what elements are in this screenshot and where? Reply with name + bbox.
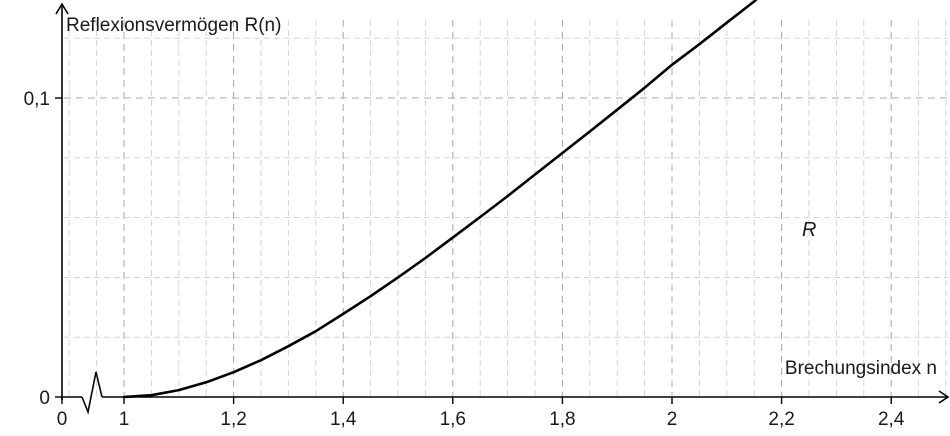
y-axis-arrowhead (55, 2, 69, 15)
x-axis-arrowhead (938, 390, 950, 404)
x-tick-label: 2 (667, 409, 678, 430)
series-line-R (122, 0, 758, 399)
x-tick-label: 1,6 (440, 409, 466, 430)
axes (55, 2, 950, 415)
x-tick-label: 1,4 (330, 409, 357, 430)
x-tick-label-origin: 0 (57, 409, 68, 430)
tick-labels: 011,21,41,61,822,22,400,10,20,3 (24, 89, 905, 430)
ticks (55, 97, 892, 404)
y-axis-label: Reflexionsvermögen R(n) (66, 15, 281, 36)
x-axis-label: Brechungsindex n (785, 358, 937, 379)
x-tick-label: 1,8 (549, 409, 575, 430)
x-tick-label: 1 (119, 409, 130, 430)
y-tick-label: 0,1 (24, 89, 50, 110)
y-tick-label: 0 (39, 388, 50, 409)
x-tick-label: 2,4 (878, 409, 905, 430)
x-axis-label-text: Brechungsindex n (785, 358, 937, 379)
y-axis-label-text: Reflexionsvermögen R(n) (66, 15, 281, 36)
series-label-R: R (802, 219, 816, 241)
x-tick-label: 2,2 (768, 409, 794, 430)
grid (64, 20, 948, 397)
x-axis-break-symbol (81, 371, 103, 415)
x-tick-label: 1,2 (220, 409, 246, 430)
